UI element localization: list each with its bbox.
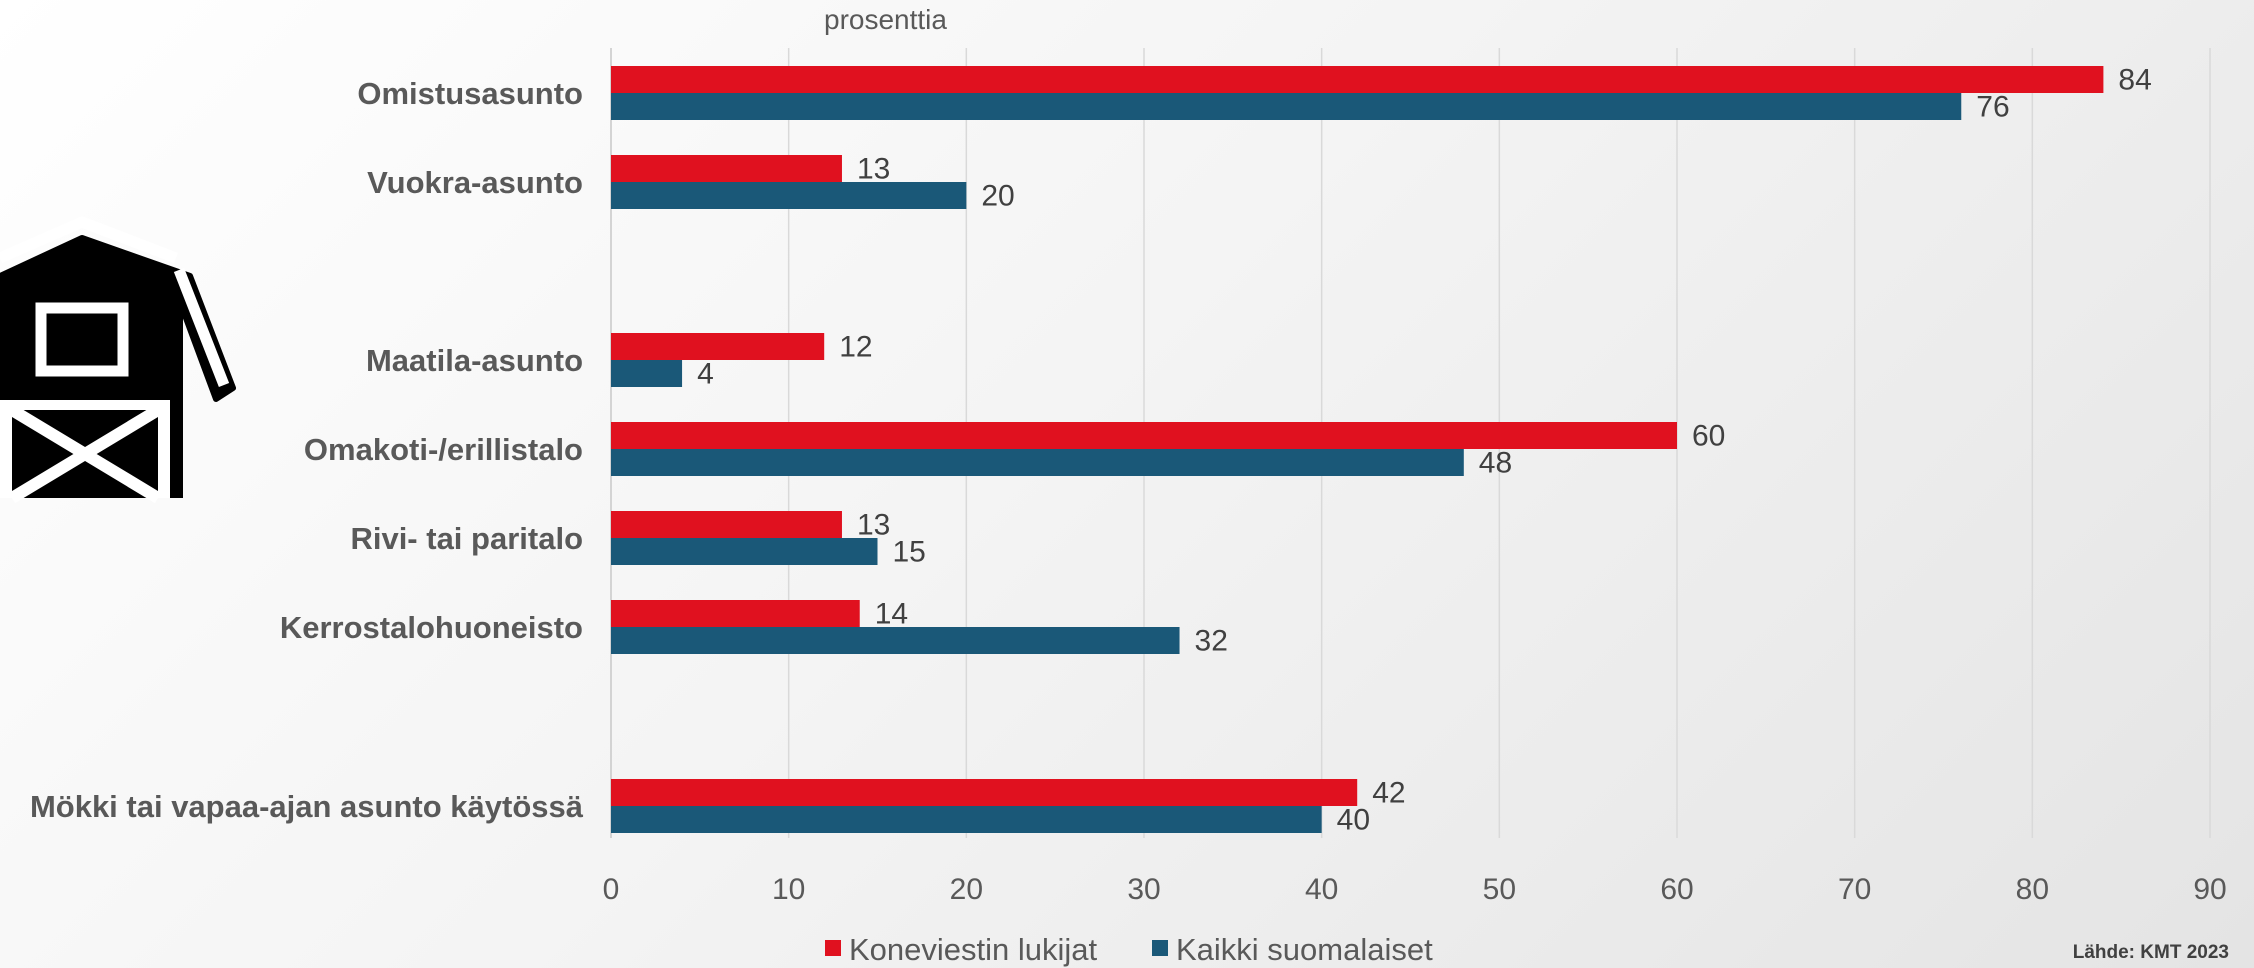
bar-kaikki-suomalaiset-rivi-tai-paritalo <box>611 538 878 565</box>
x-tick-label: 20 <box>950 873 983 906</box>
legend-swatch-kaikki-suomalaiset <box>1152 940 1168 956</box>
category-label-omistusasunto: Omistusasunto <box>357 76 583 111</box>
x-tick-label: 60 <box>1660 873 1693 906</box>
legend: Koneviestin lukijat Kaikki suomalaiset <box>825 932 1433 967</box>
category-label-mokki-tai-vapaa-ajan-asunto-kaytossa: Mökki tai vapaa-ajan asunto käytössä <box>30 789 584 824</box>
data-label-koneviestin-lukijat-maatila-asunto: 12 <box>839 331 872 364</box>
bar-koneviestin-lukijat-rivi-tai-paritalo <box>611 511 842 538</box>
data-label-koneviestin-lukijat-rivi-tai-paritalo: 13 <box>857 509 890 542</box>
bar-kaikki-suomalaiset-vuokra-asunto <box>611 182 967 209</box>
category-labels: Omistusasunto Vuokra-asunto Maatila-asunto… <box>30 76 584 824</box>
legend-label-kaikki-suomalaiset: Kaikki suomalaiset <box>1176 932 1433 967</box>
category-label-omakoti-erillistalo: Omakoti-/erillistalo <box>304 432 583 467</box>
legend-swatch-koneviestin-lukijat <box>825 940 841 956</box>
x-axis-ticks: 0 10 20 30 40 50 60 70 80 90 <box>603 873 2227 906</box>
x-tick-label: 0 <box>603 873 620 906</box>
data-label-kaikki-suomalaiset-vuokra-asunto: 20 <box>981 180 1014 213</box>
data-label-kaikki-suomalaiset-omistusasunto: 76 <box>1976 91 2009 124</box>
data-label-koneviestin-lukijat-omakoti-erillistalo: 60 <box>1692 420 1725 453</box>
x-tick-label: 90 <box>2193 873 2226 906</box>
unit-label: prosenttia <box>824 4 947 35</box>
bar-koneviestin-lukijat-omakoti-erillistalo <box>611 422 1677 449</box>
bar-kaikki-suomalaiset-mokki-tai-vapaa-ajan-asunto-kaytossa <box>611 806 1322 833</box>
category-label-vuokra-asunto: Vuokra-asunto <box>367 165 583 200</box>
bar-koneviestin-lukijat-vuokra-asunto <box>611 155 842 182</box>
x-tick-label: 70 <box>1838 873 1871 906</box>
data-label-koneviestin-lukijat-kerrostalohuoneisto: 14 <box>875 598 908 631</box>
bar-kaikki-suomalaiset-omistusasunto <box>611 93 1962 120</box>
legend-label-koneviestin-lukijat: Koneviestin lukijat <box>849 932 1098 967</box>
data-label-koneviestin-lukijat-mokki-tai-vapaa-ajan-asunto-kaytossa: 42 <box>1372 777 1405 810</box>
bar-kaikki-suomalaiset-maatila-asunto <box>611 360 683 387</box>
data-label-kaikki-suomalaiset-omakoti-erillistalo: 48 <box>1479 447 1512 480</box>
data-label-kaikki-suomalaiset-maatila-asunto: 4 <box>697 358 714 391</box>
data-label-kaikki-suomalaiset-rivi-tai-paritalo: 15 <box>893 536 926 569</box>
barn-icon <box>0 216 236 504</box>
bar-koneviestin-lukijat-omistusasunto <box>611 66 2104 93</box>
data-label-kaikki-suomalaiset-mokki-tai-vapaa-ajan-asunto-kaytossa: 40 <box>1337 804 1370 837</box>
x-tick-label: 30 <box>1127 873 1160 906</box>
data-label-kaikki-suomalaiset-kerrostalohuoneisto: 32 <box>1195 625 1228 658</box>
bar-kaikki-suomalaiset-kerrostalohuoneisto <box>611 627 1180 654</box>
data-label-koneviestin-lukijat-omistusasunto: 84 <box>2118 64 2151 97</box>
category-label-rivi-tai-paritalo: Rivi- tai paritalo <box>350 521 583 556</box>
x-tick-label: 50 <box>1483 873 1516 906</box>
bar-koneviestin-lukijat-maatila-asunto <box>611 333 825 360</box>
data-label-koneviestin-lukijat-vuokra-asunto: 13 <box>857 153 890 186</box>
category-label-maatila-asunto: Maatila-asunto <box>366 343 583 378</box>
x-tick-label: 80 <box>2016 873 2049 906</box>
x-tick-label: 40 <box>1305 873 1338 906</box>
bar-koneviestin-lukijat-mokki-tai-vapaa-ajan-asunto-kaytossa <box>611 779 1358 806</box>
category-label-kerrostalohuoneisto: Kerrostalohuoneisto <box>280 610 583 645</box>
x-tick-label: 10 <box>772 873 805 906</box>
bar-kaikki-suomalaiset-omakoti-erillistalo <box>611 449 1464 476</box>
bar-koneviestin-lukijat-kerrostalohuoneisto <box>611 600 860 627</box>
source-note: Lähde: KMT 2023 <box>2073 942 2229 963</box>
bars <box>611 66 2104 833</box>
